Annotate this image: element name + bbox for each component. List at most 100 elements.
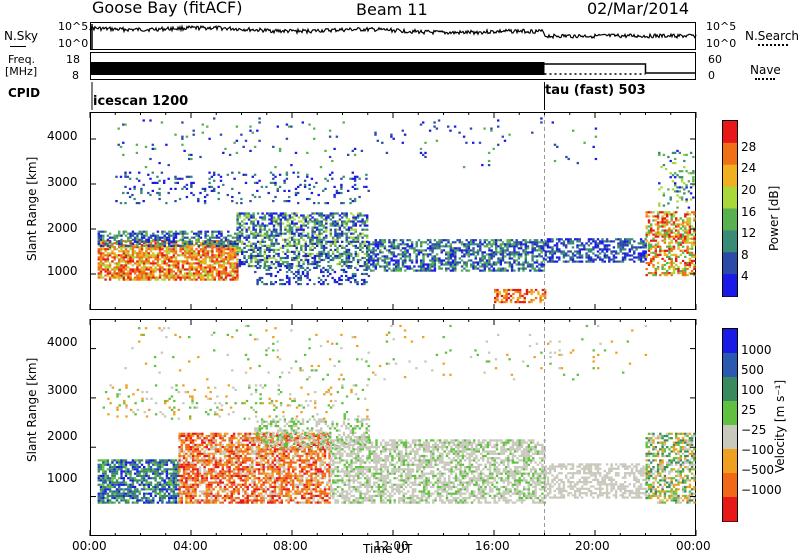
- power-cell: [652, 266, 654, 268]
- power-cell: [502, 257, 504, 259]
- power-cell: [179, 254, 181, 256]
- power-cell: [468, 247, 470, 249]
- power-cell: [316, 235, 318, 237]
- power-cell: [416, 257, 418, 259]
- power-cell: [234, 270, 236, 272]
- power-cell: [375, 268, 377, 270]
- power-cell: [422, 255, 424, 257]
- power-cell: [624, 252, 626, 254]
- power-cell: [522, 261, 524, 263]
- power-cell: [531, 247, 533, 249]
- power-cell: [366, 237, 368, 239]
- velocity-cell: [159, 490, 161, 492]
- power-cell: [118, 233, 120, 235]
- power-cell: [354, 184, 356, 186]
- power-cell: [164, 235, 166, 237]
- power-cell: [263, 283, 265, 285]
- power-cell: [288, 126, 290, 128]
- power-cell: [588, 238, 590, 240]
- velocity-cell: [134, 459, 136, 461]
- power-cell: [239, 233, 241, 235]
- power-cell: [420, 261, 422, 263]
- power-cell: [683, 154, 685, 156]
- power-cell: [638, 256, 640, 258]
- velocity-cell: [114, 493, 116, 495]
- power-cell: [481, 253, 483, 255]
- power-cell: [434, 243, 436, 245]
- power-cell: [309, 255, 311, 257]
- power-cell: [652, 211, 654, 213]
- power-cell: [136, 243, 138, 245]
- power-cell: [624, 238, 626, 240]
- power-cell: [524, 297, 526, 299]
- power-cell: [691, 260, 693, 262]
- power-cell: [129, 235, 131, 237]
- velocity-cell: [109, 486, 111, 488]
- power-cell: [141, 237, 143, 239]
- power-cell: [266, 261, 268, 263]
- power-cell: [280, 214, 282, 216]
- power-cell: [420, 243, 422, 245]
- velocity-cell: [129, 490, 131, 492]
- power-cell: [305, 220, 307, 222]
- power-cell: [343, 214, 345, 216]
- velocity-cell: [148, 488, 150, 490]
- power-cell: [114, 277, 116, 279]
- power-cell: [198, 272, 200, 274]
- power-cell: [668, 236, 670, 238]
- power-cell: [182, 268, 184, 270]
- power-cell: [314, 237, 316, 239]
- power-cell: [190, 154, 192, 156]
- power-cell: [241, 229, 243, 231]
- power-cell: [646, 213, 648, 215]
- velocity-cell: [164, 495, 166, 497]
- power-cell: [674, 162, 676, 164]
- power-cell: [227, 256, 229, 258]
- power-cell: [193, 182, 195, 184]
- power-cell: [667, 202, 669, 204]
- power-cell: [100, 270, 102, 272]
- power-cell: [223, 254, 225, 256]
- power-cell: [650, 246, 652, 248]
- power-cell: [393, 241, 395, 243]
- power-cell: [672, 152, 674, 154]
- power-cell: [161, 237, 163, 239]
- power-cell: [281, 283, 283, 285]
- power-cell: [154, 262, 156, 264]
- power-cell: [305, 216, 307, 218]
- power-cell: [332, 214, 334, 216]
- power-cell: [357, 239, 359, 241]
- power-cell: [211, 176, 213, 178]
- power-cell: [282, 216, 284, 218]
- power-cell: [384, 261, 386, 263]
- velocity-cell: [125, 464, 127, 466]
- power-cell: [318, 214, 320, 216]
- power-cell: [646, 234, 648, 236]
- power-cell: [673, 248, 675, 250]
- power-cell: [145, 239, 147, 241]
- power-cell: [560, 238, 562, 240]
- power-cell: [191, 243, 193, 245]
- power-cell: [486, 245, 488, 247]
- power-cell: [280, 220, 282, 222]
- power-cell: [466, 247, 468, 249]
- power-cell: [302, 239, 304, 241]
- power-cell: [282, 247, 284, 249]
- power-cell: [682, 242, 684, 244]
- power-cell: [409, 265, 411, 267]
- power-cell: [213, 190, 215, 192]
- power-cell: [488, 160, 490, 162]
- power-cell: [209, 239, 211, 241]
- power-cell: [393, 255, 395, 257]
- power-cell: [510, 295, 512, 297]
- power-cell: [191, 231, 193, 233]
- power-cell: [341, 235, 343, 237]
- power-cell: [223, 266, 225, 268]
- power-cell: [109, 248, 111, 250]
- power-cell: [164, 272, 166, 274]
- power-cell: [495, 241, 497, 243]
- power-cell: [542, 295, 544, 297]
- power-cell: [513, 255, 515, 257]
- power-cell: [179, 231, 181, 233]
- velocity-cell: [183, 468, 185, 470]
